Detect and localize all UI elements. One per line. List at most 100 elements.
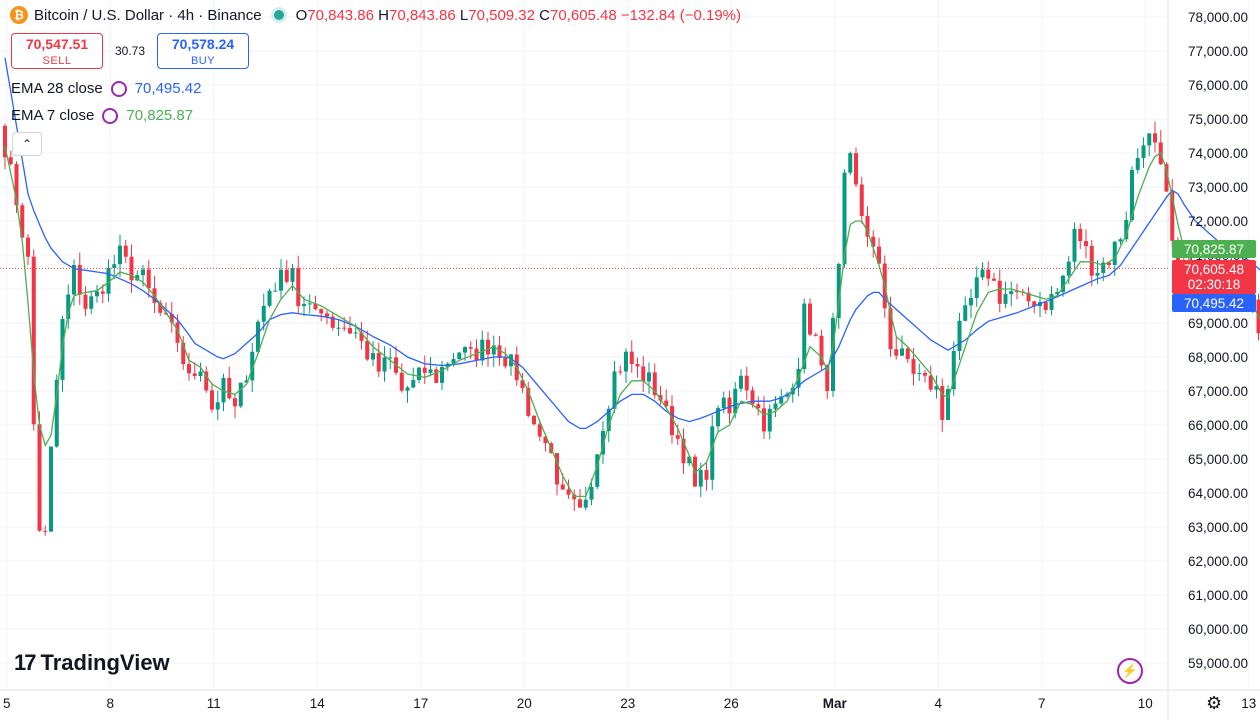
- sell-button[interactable]: 70,547.51 SELL: [11, 33, 103, 69]
- candle-body: [624, 351, 628, 372]
- candle-body: [307, 303, 312, 305]
- candle-body: [434, 369, 439, 383]
- price-tick-label: 67,000.00: [1188, 384, 1248, 399]
- candle-body: [14, 164, 19, 206]
- time-tick-label: 4: [934, 696, 942, 711]
- candle-body: [1061, 275, 1065, 292]
- gear-icon[interactable]: ⚙: [1206, 693, 1223, 713]
- candle-body: [779, 396, 784, 404]
- candle-body: [905, 348, 910, 360]
- candle-body: [428, 369, 433, 373]
- candle-body: [739, 375, 743, 389]
- candle-body: [313, 303, 318, 310]
- candle-body: [296, 268, 301, 307]
- refresh-icon[interactable]: [110, 80, 127, 97]
- price-tick-label: 63,000.00: [1188, 520, 1248, 535]
- candle-body: [210, 390, 214, 410]
- candle-body: [825, 365, 830, 392]
- price-tick-label: 64,000.00: [1188, 486, 1248, 501]
- candle-body: [440, 366, 444, 383]
- candle-body: [647, 372, 651, 382]
- candle-body: [756, 404, 761, 409]
- candle-body: [353, 332, 358, 334]
- candle-body: [112, 264, 117, 268]
- spread-value: 30.73: [115, 44, 146, 58]
- price-tick-label: 69,000.00: [1188, 316, 1248, 331]
- candle-body: [1164, 164, 1169, 192]
- candle-body: [198, 371, 203, 377]
- candle-body: [606, 408, 611, 431]
- candle-body: [129, 256, 134, 281]
- candle-body: [940, 386, 945, 420]
- candle-body: [1049, 293, 1054, 310]
- candle-body: [928, 375, 933, 390]
- candle-body: [831, 317, 835, 392]
- lightning-icon[interactable]: ⚡: [1117, 658, 1143, 684]
- candle-body: [468, 347, 473, 349]
- candle-body: [365, 340, 370, 360]
- candle-body: [520, 380, 525, 389]
- candle-body: [997, 280, 1002, 304]
- candle-body: [1135, 157, 1140, 170]
- candle-body: [951, 350, 956, 390]
- symbol-title[interactable]: Bitcoin / U.S. Dollar · 4h · Binance: [34, 6, 262, 24]
- candle-body: [969, 297, 973, 306]
- candle-body: [618, 371, 623, 373]
- candle-body: [675, 435, 680, 439]
- candle-body: [773, 403, 778, 409]
- price-tick-label: 72,000.00: [1188, 214, 1248, 229]
- candle-body: [578, 499, 582, 508]
- candle-body: [721, 397, 726, 409]
- candle-body: [26, 237, 30, 257]
- candle-body: [336, 327, 341, 329]
- candle-body: [744, 375, 749, 391]
- price-tick-label: 66,000.00: [1188, 418, 1248, 433]
- time-tick-label: 26: [724, 696, 739, 711]
- candle-body: [1026, 292, 1031, 302]
- candle-body: [43, 530, 48, 532]
- candle-body: [192, 373, 197, 377]
- candle-body: [1084, 241, 1088, 247]
- candle-body: [83, 294, 88, 309]
- time-tick-label: 10: [1138, 696, 1153, 711]
- time-tick-label: 8: [106, 696, 114, 711]
- candle-body: [1078, 228, 1083, 242]
- candle-body: [405, 387, 410, 391]
- time-axis[interactable]: 58111417202326Mar4710131619222528: [3, 696, 1260, 711]
- buy-button[interactable]: 70,578.24 BUY: [157, 33, 250, 69]
- price-axis[interactable]: 59,000.00 60,000.00 61,000.00 62,000.00 63,0…: [1188, 10, 1248, 671]
- candle-body: [1089, 246, 1094, 276]
- candle-body: [37, 424, 42, 531]
- candle-body: [227, 377, 232, 399]
- candle-body: [491, 345, 496, 355]
- candle-body: [95, 291, 99, 297]
- change-value: −132.84 (−0.19%): [620, 6, 742, 24]
- chevron-up-icon[interactable]: ⌃: [12, 132, 42, 156]
- candle-body: [463, 347, 467, 353]
- candle-body: [319, 309, 324, 314]
- candle-body: [250, 351, 255, 381]
- candle-body: [359, 332, 364, 341]
- candle-body: [704, 470, 709, 480]
- candle-body: [974, 277, 979, 298]
- tradingview-logo[interactable]: 17 TradingView: [14, 650, 170, 675]
- candle-body: [3, 125, 7, 158]
- candle-body: [66, 294, 71, 319]
- candle-body: [888, 308, 893, 350]
- price-tick-label: 73,000.00: [1188, 180, 1248, 195]
- candle-body: [267, 290, 272, 306]
- candle-body: [560, 484, 565, 490]
- candle-body: [566, 489, 571, 495]
- candle-body: [371, 353, 375, 360]
- indicator-ema7[interactable]: EMA 7 close 70,825.87: [11, 107, 194, 124]
- candle-body: [118, 245, 122, 265]
- candle-body: [1124, 220, 1129, 240]
- indicator-ema28[interactable]: EMA 28 close 70,495.42: [11, 80, 202, 97]
- candle-body: [399, 372, 404, 391]
- time-tick-label: 14: [310, 696, 326, 711]
- countdown-label: 02:30:18: [1188, 277, 1241, 292]
- candle-body: [1112, 241, 1117, 265]
- candle-body: [727, 397, 732, 414]
- refresh-icon[interactable]: [102, 107, 119, 124]
